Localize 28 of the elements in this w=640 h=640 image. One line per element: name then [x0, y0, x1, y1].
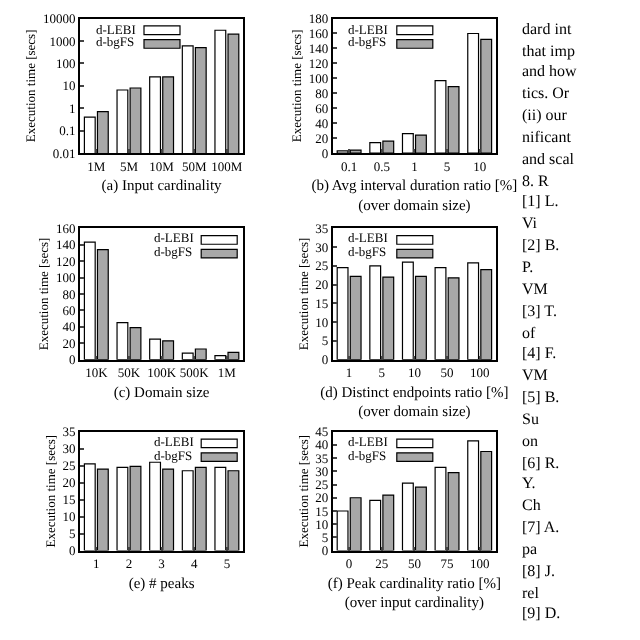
text: dard int: [522, 20, 573, 38]
text: and how: [522, 62, 578, 80]
text: Ch: [522, 496, 541, 514]
text: pa: [522, 540, 538, 558]
text: [4] F.: [522, 344, 557, 362]
text: nificant: [522, 128, 573, 146]
text: VM: [522, 366, 548, 384]
text: on: [522, 432, 538, 450]
text: tics. Or: [522, 84, 570, 102]
text: [3] T.: [522, 302, 557, 320]
text: rel: [522, 584, 541, 602]
text: [1] L.: [522, 192, 559, 210]
text: (ii) our: [522, 106, 568, 124]
text: P.: [522, 258, 534, 276]
text: Vi: [522, 214, 539, 232]
text: [9] D.: [522, 604, 561, 622]
text: [8] J.: [522, 562, 555, 580]
text: [2] B.: [522, 236, 560, 254]
text: [7] A.: [522, 518, 560, 536]
text: [5] B.: [522, 388, 560, 406]
text: Su: [522, 410, 539, 428]
text: VM: [522, 280, 548, 298]
text: Y.: [522, 474, 536, 492]
text: [6] R.: [522, 454, 560, 472]
text: 8. R: [522, 172, 550, 190]
text: of: [522, 324, 536, 342]
text: and scal: [522, 150, 576, 168]
text: that imp: [522, 42, 575, 60]
